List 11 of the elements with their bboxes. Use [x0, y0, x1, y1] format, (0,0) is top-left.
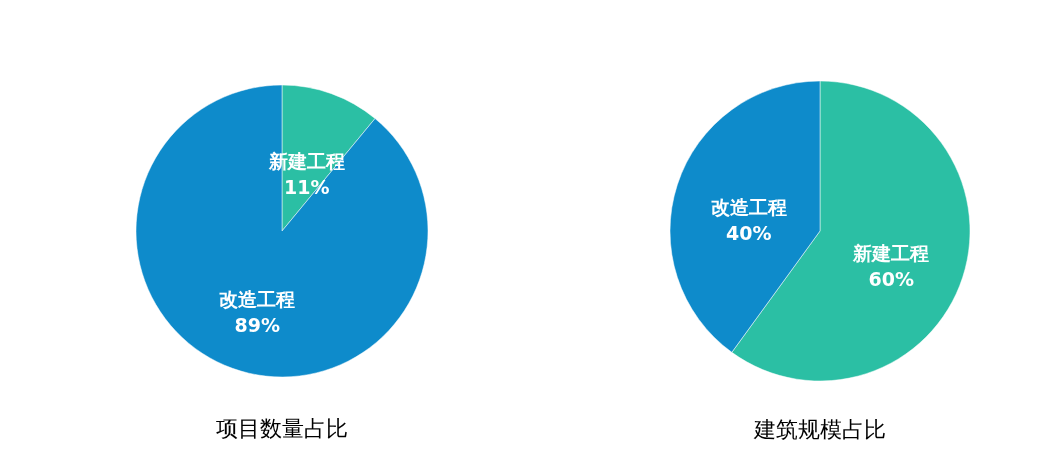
data-label: 11%: [283, 176, 330, 199]
pie-slice: [135, 84, 429, 378]
text: 建筑规模占比: [753, 417, 886, 442]
data-label: 89%: [234, 313, 281, 336]
slice-label: 新建工程: [852, 242, 930, 265]
slice-label: 新建工程: [267, 150, 345, 173]
slice-label: 改造工程: [710, 195, 787, 218]
text: 项目数量占比: [216, 416, 348, 441]
slice-label: 改造工程: [219, 287, 296, 310]
data-label: 40%: [725, 221, 772, 244]
data-label: 60%: [868, 268, 915, 291]
